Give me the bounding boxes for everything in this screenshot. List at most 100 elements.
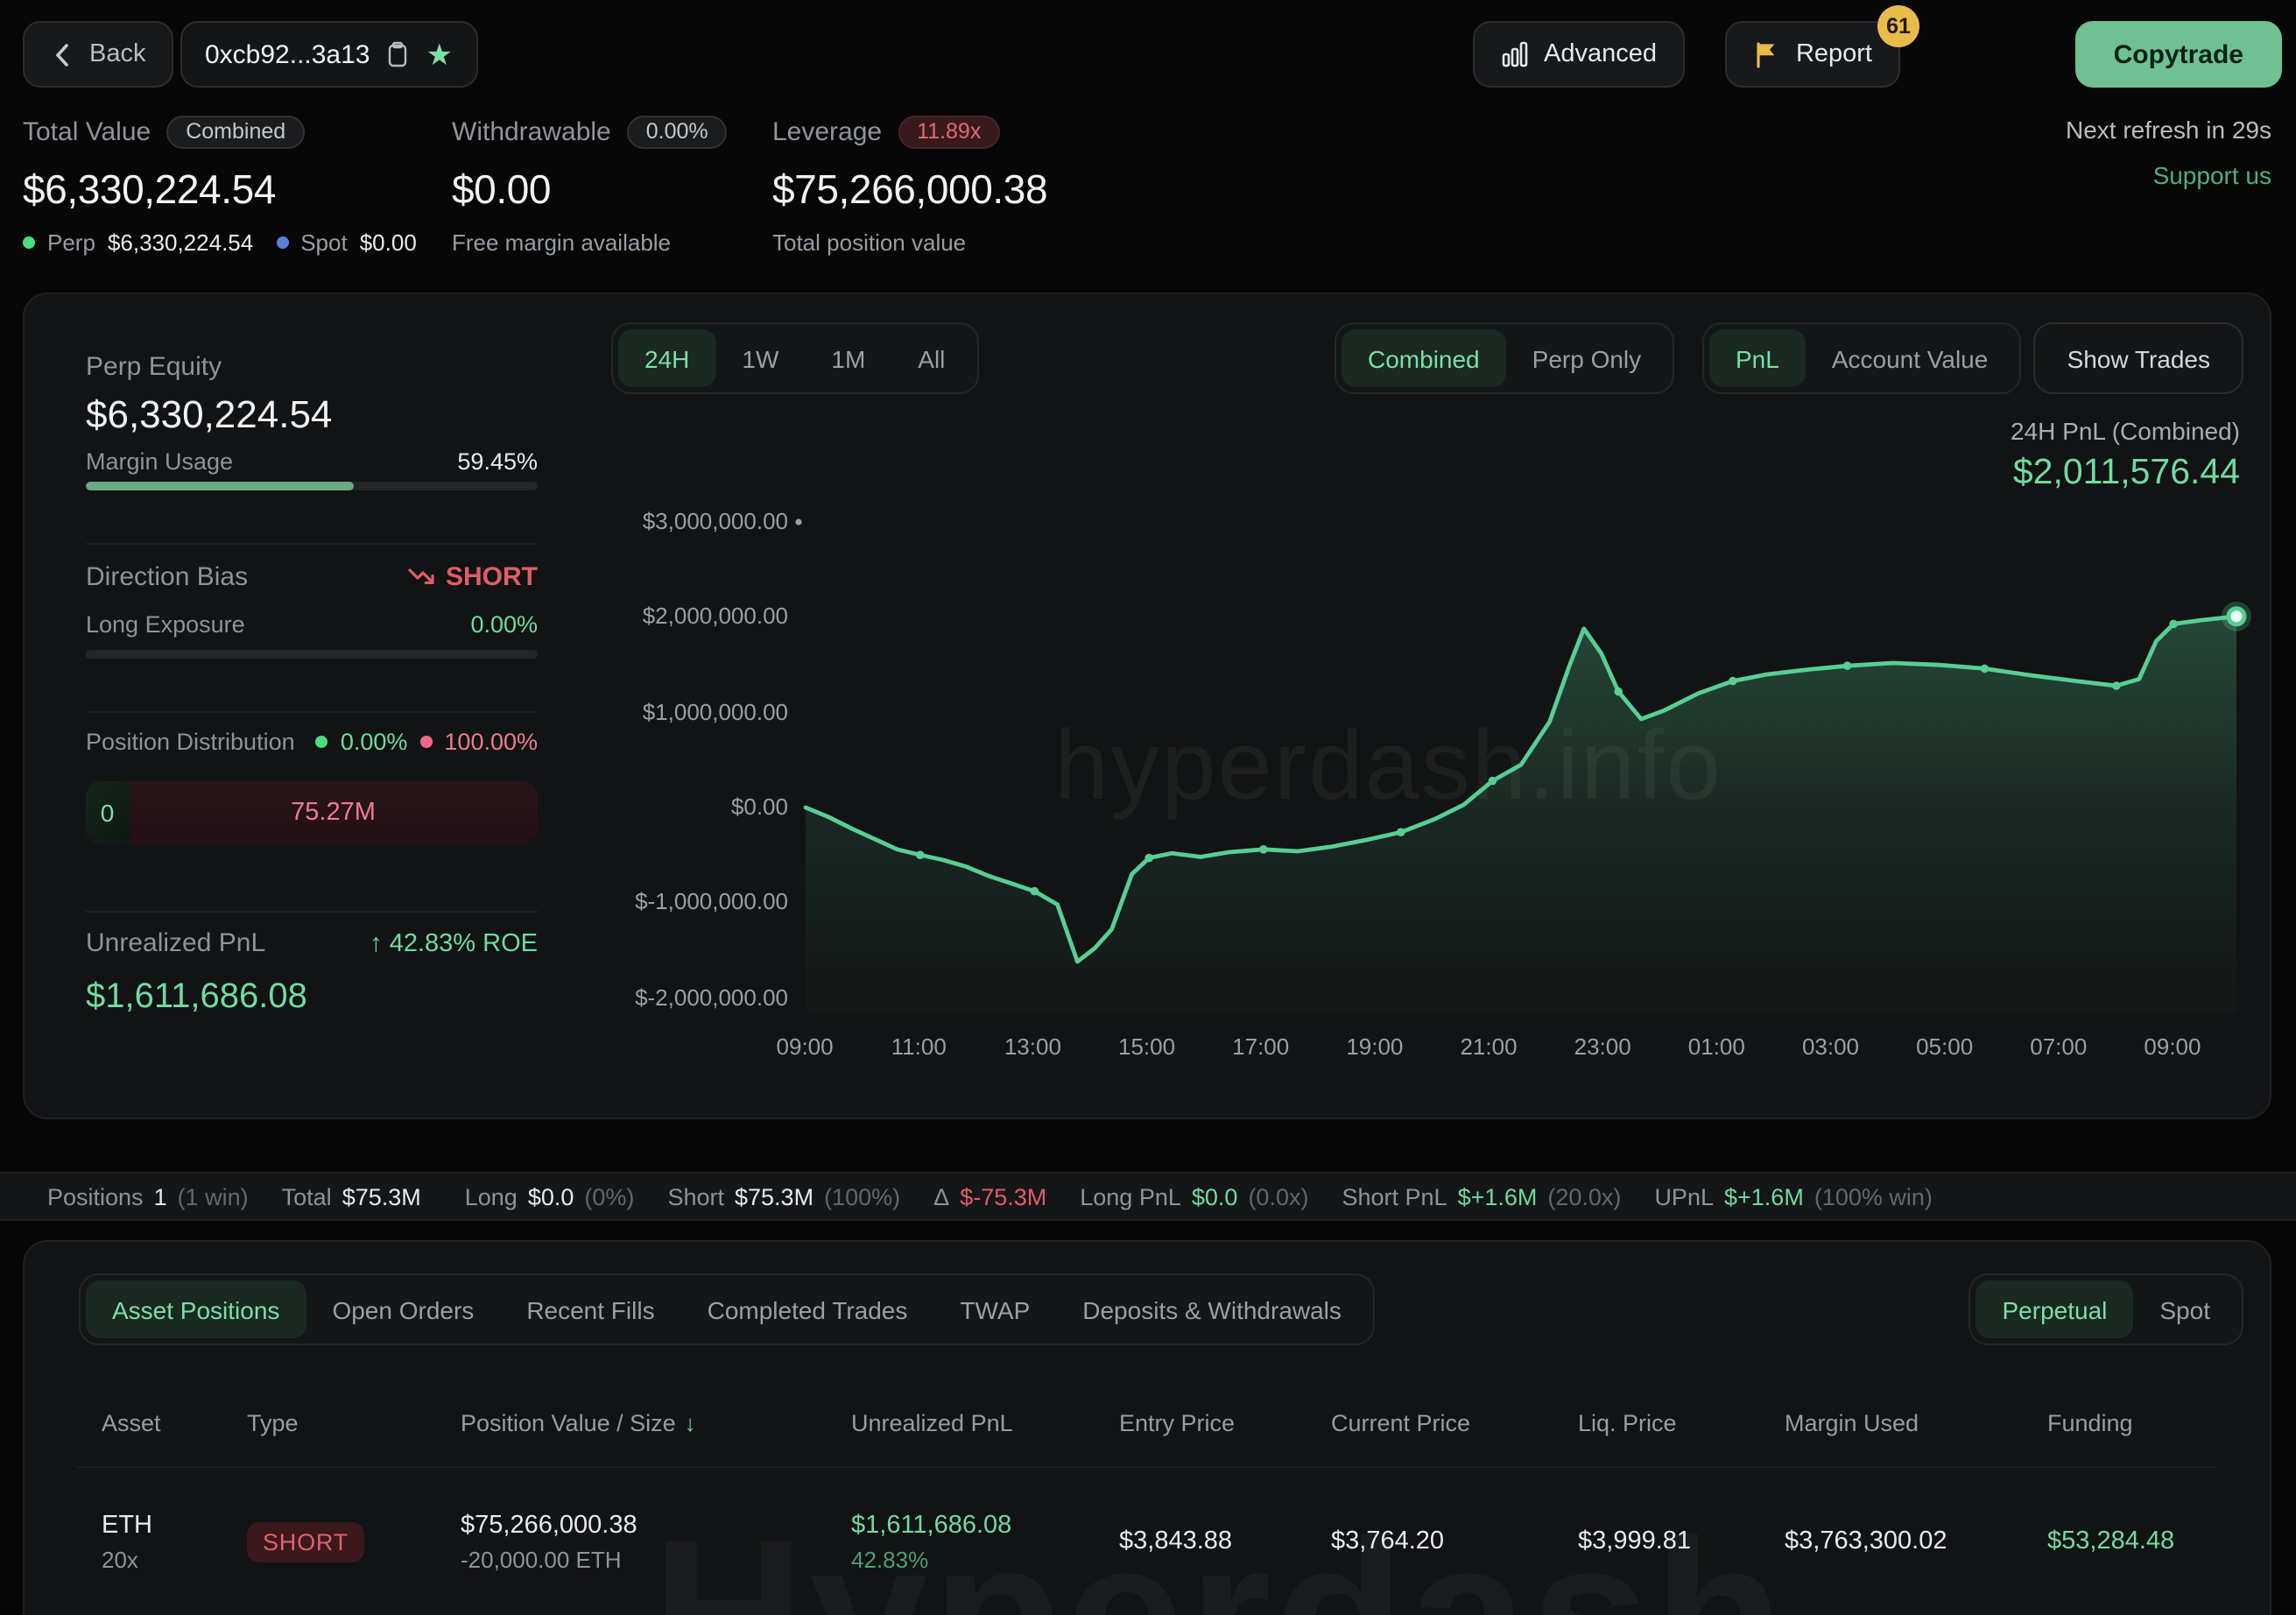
- col-liq-price: Liq. Price: [1578, 1410, 1677, 1436]
- leverage-sub: Total position value: [772, 229, 967, 256]
- summary-upnl: UPnL $+1.6M (100% win): [1654, 1183, 1933, 1209]
- long-dot-icon: [315, 736, 328, 748]
- back-button[interactable]: Back: [23, 21, 174, 88]
- long-exposure-value: 0.00%: [470, 611, 538, 638]
- withdrawable-amount: $0.00: [452, 166, 552, 212]
- report-button[interactable]: Report 61: [1725, 5, 1919, 88]
- summary-positions: Positions 1 (1 win): [47, 1183, 249, 1209]
- summary-long-pnl: Long PnL $0.0 (0.0x): [1080, 1183, 1309, 1209]
- tab-perp-only[interactable]: Perp Only: [1532, 344, 1642, 372]
- tab-spot[interactable]: Spot: [2159, 1295, 2210, 1323]
- funding: $53,284.48: [2047, 1527, 2175, 1555]
- tab-perpetual[interactable]: Perpetual: [1976, 1280, 2134, 1338]
- unrealized-pnl-value: $1,611,686.08: [86, 977, 307, 1016]
- perp-label: Perp: [47, 229, 95, 256]
- wallet-address: 0xcb92...3a13: [205, 39, 370, 69]
- report-label: Report: [1795, 40, 1872, 68]
- col-position-value[interactable]: Position Value / Size ↓: [461, 1410, 696, 1436]
- y-tick: $1,000,000.00: [642, 699, 788, 725]
- x-tick: 01:00: [1687, 1033, 1745, 1060]
- tab-all[interactable]: All: [918, 344, 946, 372]
- top-bar: Back 0xcb92...3a13 ★ Advanced Report 61 …: [23, 5, 2282, 88]
- stat-total-value: Total Value Combined $6,330,224.54 Perp …: [23, 112, 417, 256]
- withdrawable-sub: Free margin available: [452, 229, 672, 256]
- trend-down-icon: [407, 568, 433, 583]
- tab-combined[interactable]: Combined: [1342, 329, 1506, 387]
- withdrawable-label: Withdrawable: [452, 116, 611, 146]
- perp-equity-value: $6,330,224.54: [86, 392, 333, 436]
- col-current-price: Current Price: [1331, 1410, 1471, 1436]
- tab-recent-fills[interactable]: Recent Fills: [526, 1295, 655, 1323]
- market-type-tabs: Perpetual Spot: [1969, 1273, 2243, 1345]
- y-tick: $-2,000,000.00: [635, 984, 788, 1011]
- tab-completed-trades[interactable]: Completed Trades: [707, 1295, 908, 1323]
- divider: [77, 1466, 2217, 1468]
- copytrade-button[interactable]: Copytrade: [2074, 21, 2282, 88]
- bar-chart-icon: [1501, 41, 1527, 67]
- position-distribution-label: Position Distribution: [86, 729, 295, 755]
- chevron-left-icon: [55, 43, 68, 66]
- pnl-line: [803, 614, 2239, 964]
- summary-short: Short $75.3M (100%): [667, 1183, 901, 1209]
- x-tick: 09:00: [2144, 1033, 2201, 1060]
- tab-account-value[interactable]: Account Value: [1831, 344, 1989, 372]
- col-asset: Asset: [102, 1410, 161, 1436]
- y-axis: $3,000,000.00 $2,000,000.00 $1,000,000.0…: [25, 508, 788, 1018]
- tab-pnl[interactable]: PnL: [1709, 329, 1806, 387]
- liq-price: $3,999.81: [1578, 1527, 1692, 1555]
- advanced-button[interactable]: Advanced: [1472, 21, 1685, 88]
- advanced-label: Advanced: [1544, 40, 1657, 68]
- y-tick: $3,000,000.00: [642, 508, 788, 534]
- positions-table-card: Asset Positions Open Orders Recent Fills…: [23, 1240, 2271, 1615]
- x-axis: 09:00 11:00 13:00 15:00 17:00 19:00 21:0…: [748, 1033, 2229, 1060]
- account-stats: Total Value Combined $6,330,224.54 Perp …: [23, 112, 2271, 259]
- current-price: $3,764.20: [1331, 1527, 1445, 1555]
- direction-bias-label: Direction Bias: [86, 562, 249, 592]
- tab-deposits-withdrawals[interactable]: Deposits & Withdrawals: [1082, 1295, 1342, 1323]
- combined-chip: Combined: [166, 115, 306, 148]
- sort-desc-icon: ↓: [684, 1410, 696, 1436]
- col-funding: Funding: [2047, 1410, 2133, 1436]
- dist-long-pct: 0.00%: [340, 729, 408, 755]
- col-entry-price: Entry Price: [1119, 1410, 1236, 1436]
- tab-twap[interactable]: TWAP: [960, 1295, 1031, 1323]
- table-header: Asset Type Position Value / Size ↓ Unreal…: [102, 1410, 2235, 1436]
- long-exposure-label: Long Exposure: [86, 611, 245, 638]
- dist-long-segment: 0: [86, 781, 129, 844]
- x-tick: 17:00: [1232, 1033, 1290, 1060]
- tab-open-orders[interactable]: Open Orders: [332, 1295, 475, 1323]
- favorite-star-icon[interactable]: ★: [426, 38, 454, 71]
- summary-long: Long $0.0 (0%): [464, 1183, 635, 1209]
- summary-delta: Δ $-75.3M: [933, 1183, 1047, 1209]
- leverage-label: Leverage: [772, 116, 883, 146]
- y-tick: $2,000,000.00: [642, 603, 788, 629]
- table-row-eth[interactable]: ETH 20x SHORT $75,266,000.38 -20,000.00 …: [102, 1491, 2235, 1592]
- equity-chart-card: Perp Equity $6,330,224.54 Margin Usage 5…: [23, 293, 2271, 1119]
- margin-used: $3,763,300.02: [1785, 1527, 1947, 1555]
- summary-total: Total $75.3M: [281, 1183, 421, 1209]
- tab-1m[interactable]: 1M: [831, 344, 866, 372]
- metric-tabs: PnL Account Value: [1702, 322, 2022, 394]
- divider: [86, 711, 538, 713]
- report-count-badge: 61: [1877, 5, 1919, 47]
- perp-equity-label: Perp Equity: [86, 352, 222, 382]
- spot-dot-icon: [276, 236, 289, 249]
- arrow-up-icon: ↑: [370, 929, 383, 957]
- pnl-area-fill: [806, 616, 2236, 1012]
- show-trades-button[interactable]: Show Trades: [2033, 322, 2243, 394]
- support-us-link[interactable]: Support us: [2152, 161, 2271, 189]
- divider: [86, 911, 538, 913]
- tab-1w[interactable]: 1W: [742, 344, 779, 372]
- x-tick: 03:00: [1801, 1033, 1860, 1060]
- tab-asset-positions[interactable]: Asset Positions: [86, 1280, 306, 1338]
- flag-icon: [1757, 42, 1776, 68]
- row-unrealized-pnl-pct: 42.83%: [851, 1546, 929, 1572]
- last-point-dot: [2226, 606, 2247, 627]
- perp-value: $6,330,224.54: [107, 229, 254, 256]
- tab-24h[interactable]: 24H: [618, 329, 716, 387]
- col-margin-used: Margin Used: [1785, 1410, 1919, 1436]
- direction-bias-value: SHORT: [446, 562, 538, 592]
- copy-icon[interactable]: [386, 40, 411, 68]
- leverage-amount: $75,266,000.38: [772, 166, 1048, 212]
